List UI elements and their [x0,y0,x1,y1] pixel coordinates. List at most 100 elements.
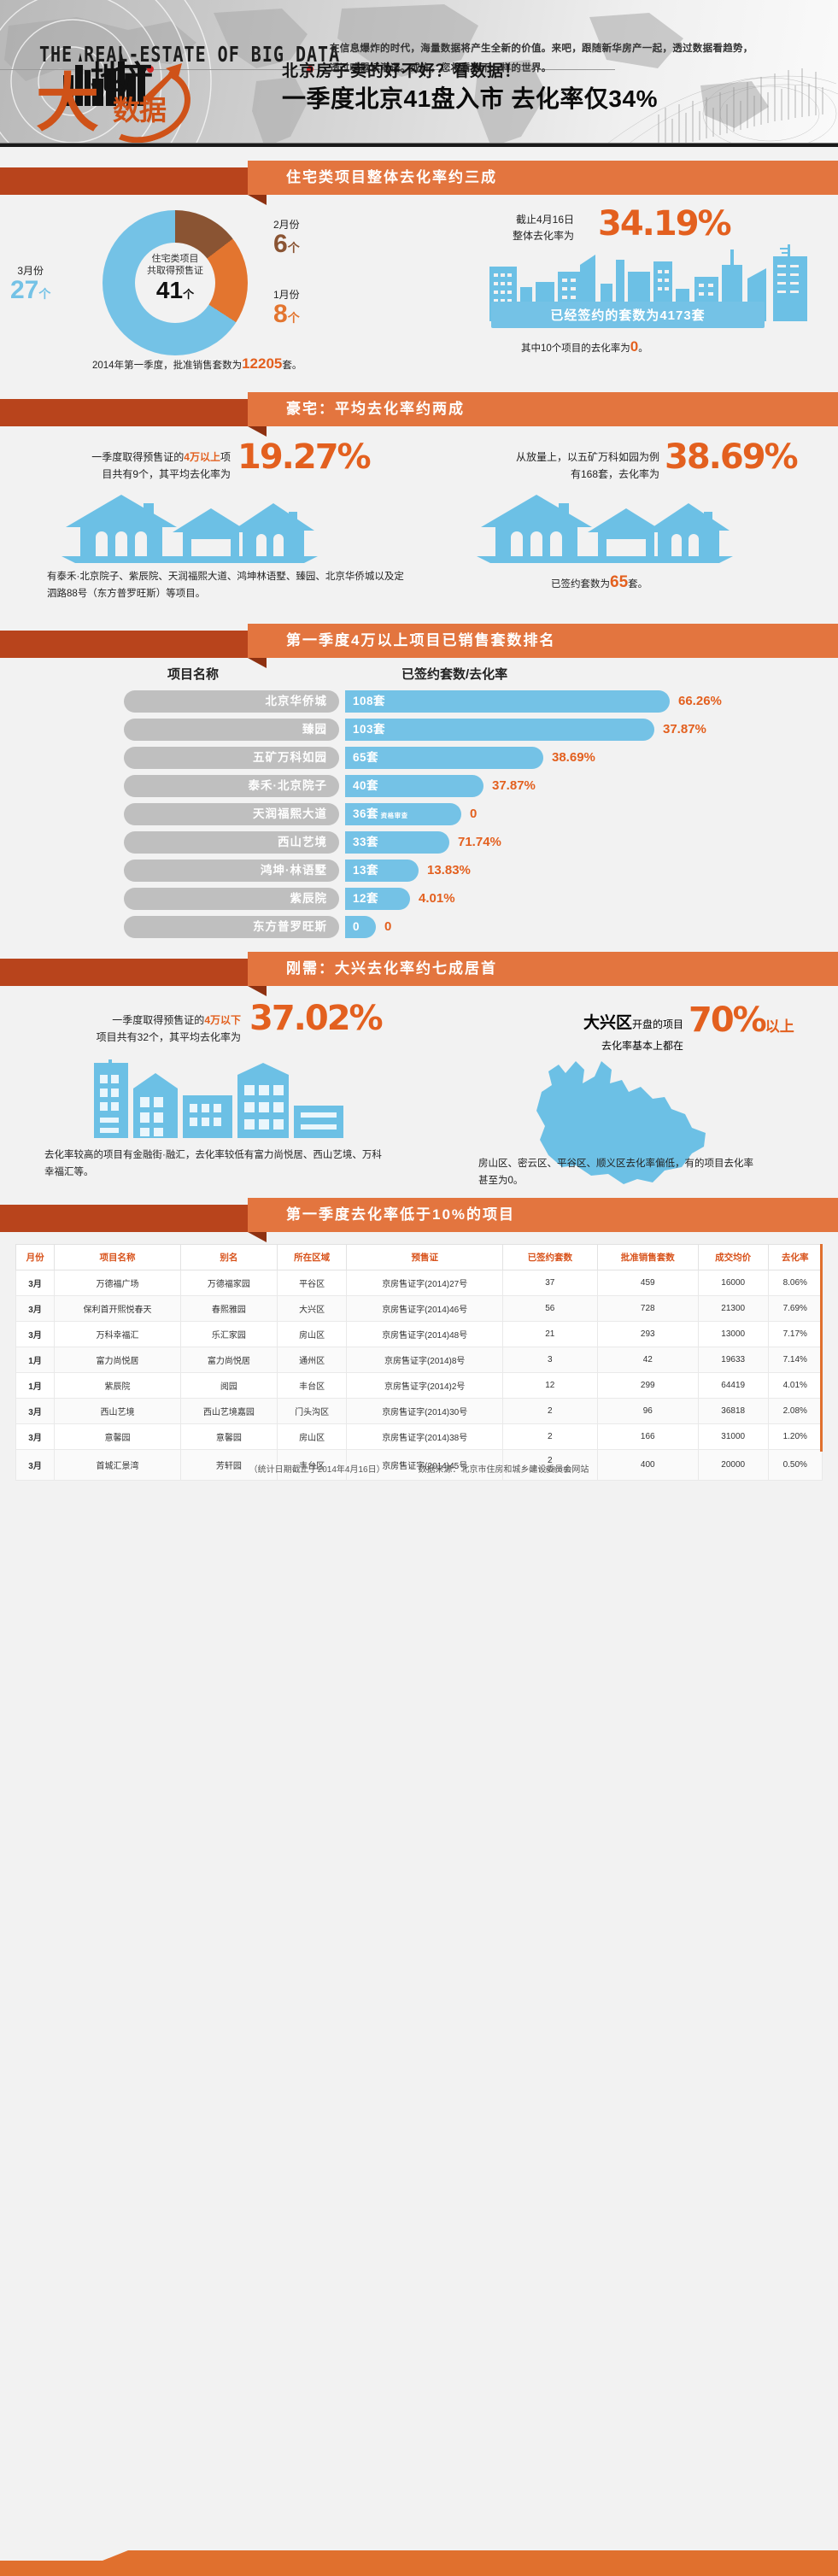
table-cell: 2.08% [767,1398,823,1424]
table-cell: 2 [501,1423,598,1450]
section-ribbon-tail [0,959,281,986]
table-row: 1月 富力尚悦居 富力尚悦居 通州区 京房售证字(2014)8号 3 42 19633 7.14… [15,1347,823,1373]
ranking-project-name: 东方普罗旺斯 [124,916,339,938]
table-cell: 京房售证字(2014)48号 [346,1321,503,1347]
table-row: 3月 西山艺境 西山艺境嘉园 门头沟区 京房售证字(2014)30号 2 96 36818 2.… [15,1398,823,1424]
table-cell: 乐汇家园 [179,1321,278,1347]
ranking-row: 臻园 103套 37.87% [0,719,838,741]
demand-left-value: 37.02% [249,999,384,1038]
english-title: THE REAL-ESTATE OF BIG DATA [39,41,341,67]
table-cell: 京房售证字(2014)45号 [346,1449,503,1481]
donut-label-jan: 1月份 8个 [273,289,300,328]
ranking-row: 鸿坤·林语墅 13套 13.83% [0,860,838,882]
ranking-percentage: 0 [384,919,392,934]
table-cell: 293 [596,1321,699,1347]
table-cell: 2 （31个 资格审核） [501,1449,598,1481]
ranking-bar: 108套 [345,690,670,713]
ranking-row: 天润福熙大道 36套 资格审查 0 [0,803,838,825]
ranking-bar: 36套 资格审查 [345,803,461,825]
section-2-header: 豪宅：平均去化率约两成 [0,392,838,437]
low-absorption-table: 月份 项目名称 别名 所在区域 预售证 已签约套数 批准销售套数 成交均价 去化率 3月 万德福广… [15,1244,823,1481]
luxury-right-lead: 从放量上，以五矿万科如园为例 有168套，去化率为 [515,451,659,481]
ranking-bar-note: 资格审查 [378,812,408,819]
table-cell: 96 [596,1398,699,1424]
table-cell: 万科幸福汇 [54,1321,181,1347]
table-cell: 56 [501,1295,598,1322]
table-cell: 万德福家园 [179,1270,278,1296]
demand-left-lead: 一季度取得预售证的4万以下 项目共有32个，其平均去化率为 [96,1014,241,1044]
table-cell: 299 [596,1372,699,1399]
table-cell: 意馨园 [179,1423,278,1450]
table-cell: 丰台区 [276,1372,348,1399]
table-column-header: 预售证 [346,1244,503,1270]
table-column-header: 所在区域 [276,1244,348,1270]
header-main-title: 一季度北京41盘入市 去化率仅34% [282,85,658,112]
zero-absorption-note: 其中10个项目的去化率为0。 [521,338,648,355]
section-3-header: 第一季度4万以上项目已销售套数排名 [0,624,838,668]
ranking-row: 北京华侨城 108套 66.26% [0,690,838,713]
ranking-bar: 33套 [345,831,449,854]
demand-right-lead: 大兴区开盘的项目 去化率基本上都在 [583,1014,683,1053]
footer-left: （统计日期截止于2014年4月16日） [249,1465,385,1475]
signed-contracts-pill: 已经签约的套数为4173套 [491,302,765,328]
luxury-right-note: 已签约套数为65套。 [551,573,648,591]
ranking-col-value: 已签约套数/去化率 [401,667,508,682]
table-cell: 37 [501,1270,598,1296]
table-cell: 3月 [15,1449,56,1481]
table-cell: 459 [596,1270,699,1296]
ranking-bar: 0 [345,916,376,938]
section-ribbon-tail [0,399,281,426]
ranking-percentage: 71.74% [458,835,501,849]
brand-logo: 地产 大 数据 [24,53,255,147]
table-row: 3月 万德福广场 万德福家园 平谷区 京房售证字(2014)27号 37 459 16000 8… [15,1270,823,1296]
luxury-left-value: 19.27% [237,437,372,477]
table-cell: 紫辰院 [54,1372,181,1399]
ranking-percentage: 37.87% [663,722,706,736]
section-4-title: 刚需：大兴去化率约七成居首 [248,952,838,986]
ranking-row: 泰禾·北京院子 40套 37.87% [0,775,838,797]
logo-dichan-text: 地产 [91,61,154,97]
table-cell: 富力尚悦居 [179,1347,278,1373]
table-cell: 京房售证字(2014)27号 [346,1270,503,1296]
table-cell: 4.01% [767,1372,823,1399]
footer-right: 数据来源：北京市住房和城乡建设委员会网站 [418,1465,589,1475]
ranking-column-headers: 项目名称 已签约套数/去化率 [0,665,838,690]
page-bottom-bar [0,2550,838,2576]
table-column-header: 成交均价 [697,1244,769,1270]
table-cell: 芳轩园 [179,1449,278,1481]
data-table-frame: 月份 项目名称 别名 所在区域 预售证 已签约套数 批准销售套数 成交均价 去化率 3月 万德福广… [0,1244,838,1481]
table-cell: 京房售证字(2014)38号 [346,1423,503,1450]
table-cell: 西山艺境嘉园 [179,1398,278,1424]
table-cell: 意馨园 [54,1423,181,1450]
section-ribbon-tail [0,631,281,658]
table-cell: 房山区 [276,1423,348,1450]
ranking-row: 西山艺境 33套 71.74% [0,831,838,854]
table-cell: 7.69% [767,1295,823,1322]
demand-buildings-icon [94,1059,343,1138]
section-3-title: 第一季度4万以上项目已销售套数排名 [248,624,838,658]
table-cell: 通州区 [276,1347,348,1373]
table-row: 1月 紫辰院 阅园 丰台区 京房售证字(2014)2号 12 299 64419 4.01% [15,1372,823,1399]
luxury-houses-icon-right [477,495,733,563]
donut-center-line1: 住宅类项目 [151,254,199,264]
donut-center-line2: 共取得预售证 [147,265,203,276]
table-cell: 0.50% [767,1449,823,1481]
luxury-houses-icon-left [62,495,318,563]
ranking-row: 东方普罗旺斯 0 0 [0,916,838,938]
table-column-header: 别名 [179,1244,278,1270]
table-row: 3月 保利首开熙悦春天 春熙雅园 大兴区 京房售证字(2014)46号 56 728 2130… [15,1295,823,1322]
table-cell: 平谷区 [276,1270,348,1296]
table-cell: 保利首开熙悦春天 [54,1295,181,1322]
ranking-project-name: 西山艺境 [124,831,339,854]
ranking-project-name: 鸿坤·林语墅 [124,860,339,882]
ranking-row: 五矿万科如园 65套 38.69% [0,747,838,769]
section-residential: 住宅类项目整体去化率约三成 住宅类项目 共取得预售证 41个 2月份 6个 1月… [0,161,838,378]
table-column-header: 去化率 [767,1244,823,1270]
section-ribbon-tail [0,167,281,195]
table-body: 3月 万德福广场 万德福家园 平谷区 京房售证字(2014)27号 37 459 16000 8… [15,1270,823,1481]
table-cell: 门头沟区 [276,1398,348,1424]
table-cell: 21 [501,1321,598,1347]
table-header-row: 月份 项目名称 别名 所在区域 预售证 已签约套数 批准销售套数 成交均价 去化率 [15,1244,823,1270]
table-cell: 1月 [15,1347,56,1373]
section-ribbon-tail [0,1205,281,1232]
